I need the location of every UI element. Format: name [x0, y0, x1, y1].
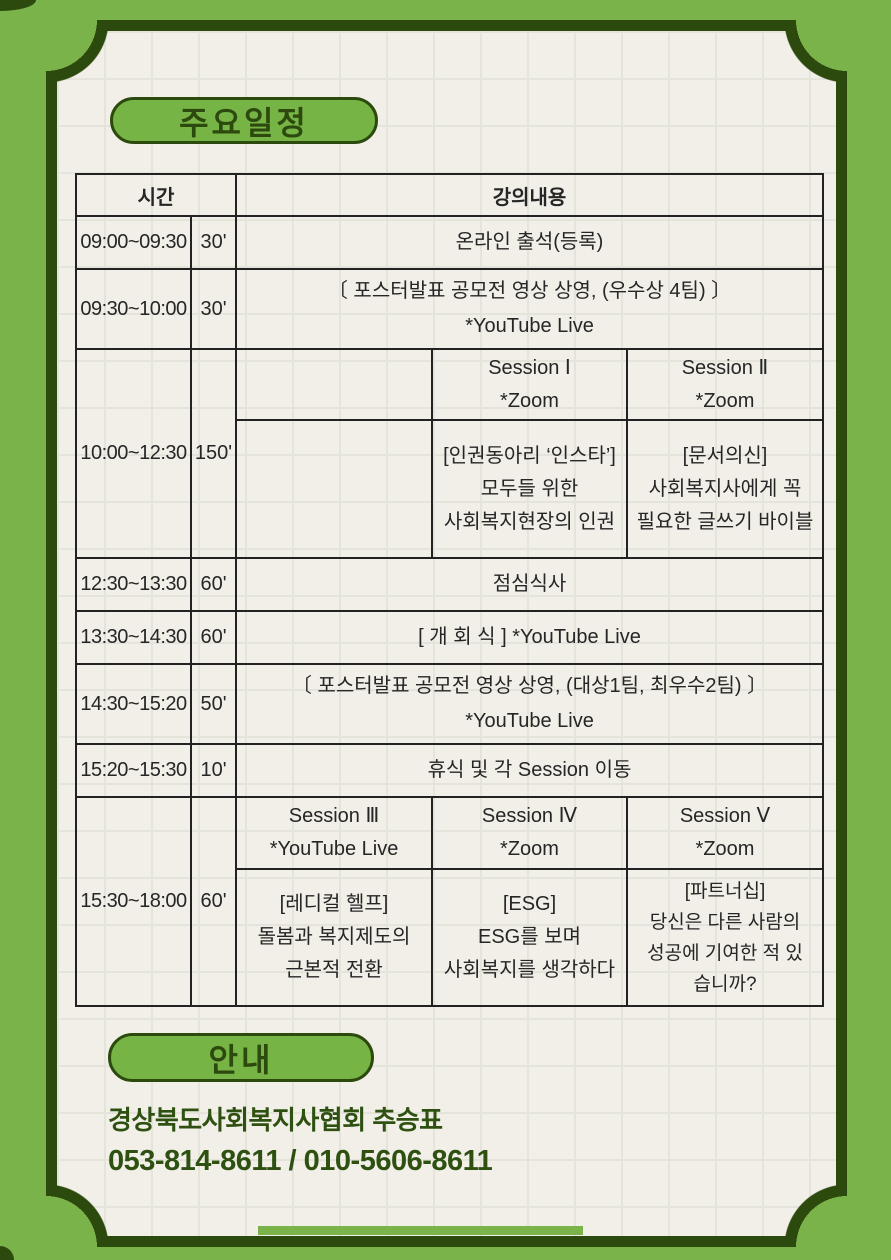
content-cell: 점심식사 [234, 557, 825, 612]
session-description-line: 필요한 글쓰기 바이블 [636, 510, 814, 533]
schedule-table: 시간 강의내용 09:00~09:30 30' 온라인 출석(등록) 09:30… [75, 173, 825, 1007]
session-4-description-cell: [ESG] ESG를 보며 사회복지를 생각하다 [431, 868, 628, 1007]
content-line: 〔 포스터발표 공모전 영상 상영, (우수상 4팀) 〕 [327, 280, 732, 302]
schedule-badge-label: 주요일정 [179, 104, 309, 141]
session-name: Session Ⅰ [488, 356, 571, 379]
session-name: Session Ⅲ [288, 805, 380, 827]
time-cell: 15:30~18:00 [75, 796, 192, 1007]
session-description-line: [인권동아리 ‘인스타’] [443, 444, 616, 467]
session-2-description-cell: [문서의신] 사회복지사에게 꼭 필요한 글쓰기 바이블 [625, 419, 825, 559]
session-platform: *Zoom [500, 389, 559, 412]
footer-organization-contact: 경상북도사회복지사협회 추승표 [108, 1105, 443, 1135]
session-description-line: [문서의신] [682, 444, 768, 467]
duration-cell: 60' [190, 610, 237, 665]
table-row: 12:30~13:30 60' 점심식사 [75, 557, 825, 612]
table-row: 14:30~15:20 50' 〔 포스터발표 공모전 영상 상영, (대상1팀… [75, 663, 825, 745]
session-2-header-cell: Session Ⅱ *Zoom [625, 348, 825, 421]
info-badge-label: 안내 [208, 1041, 274, 1078]
content-line: 온라인 출석(등록) [455, 231, 604, 253]
session-description-line: [ESG] [502, 893, 557, 915]
session-description-line: 사회복지현장의 인권 [443, 510, 616, 533]
canvas-corner-accent-top-left [0, 0, 36, 11]
session-platform: *Zoom [500, 838, 559, 860]
table-row-sessions-3-4-5-header: 15:30~18:00 60' Session Ⅲ *YouTube Live … [75, 796, 825, 1007]
duration-cell: 30' [190, 268, 237, 350]
time-cell: 12:30~13:30 [75, 557, 192, 612]
content-line: 휴식 및 각 Session 이동 [427, 759, 632, 781]
session-1-description-cell: [인권동아리 ‘인스타’] 모두들 위한 사회복지현장의 인권 [431, 419, 628, 559]
frame-corner-scoop-bottom-left [46, 1175, 118, 1247]
session-platform: *Zoom [695, 389, 755, 412]
footer-phone-numbers: 053-814-8611 / 010-5606-8611 [108, 1145, 493, 1177]
empty-cell [235, 419, 433, 559]
session-description-line: 성공에 기여한 적 있 [647, 942, 803, 964]
session-description-line: 근본적 전환 [285, 959, 383, 981]
session-1-header-cell: Session Ⅰ *Zoom [431, 348, 628, 421]
session-5-description-cell: [파트너십] 당신은 다른 사람의 성공에 기여한 적 있 습니까? [625, 868, 825, 1007]
time-cell: 09:00~09:30 [75, 215, 192, 270]
time-cell: 10:00~12:30 [75, 348, 192, 559]
duration-cell: 150' [190, 348, 237, 559]
session-description-line: [레디컬 헬프] [279, 893, 389, 915]
duration-cell: 50' [190, 663, 237, 745]
time-cell: 13:30~14:30 [75, 610, 192, 665]
frame-corner-scoop-bottom-right [775, 1175, 847, 1247]
table-header-row: 시간 강의내용 [75, 173, 825, 217]
content-cell: 〔 포스터발표 공모전 영상 상영, (우수상 4팀) 〕 *YouTube L… [234, 268, 825, 350]
session-5-header-cell: Session Ⅴ *Zoom [625, 796, 825, 870]
content-line: *YouTube Live [465, 315, 594, 337]
frame-corner-scoop-top-left [46, 20, 118, 92]
duration-cell: 60' [190, 796, 237, 1007]
session-description-line: 돌봄과 복지제도의 [257, 926, 411, 948]
session-description-line: 사회복지사에게 꼭 [648, 477, 802, 500]
table-row-sessions-1-2-header: 10:00~12:30 150' Session Ⅰ *Zoom Session… [75, 348, 825, 559]
table-row-sessions-3-4-5-body: [레디컬 헬프] 돌봄과 복지제도의 근본적 전환 [ESG] ESG를 보며 … [76, 868, 825, 1007]
session-platform: *Zoom [695, 838, 755, 860]
schedule-section-badge: 주요일정 [110, 97, 378, 144]
time-cell: 15:20~15:30 [75, 743, 192, 798]
content-line: 〔 포스터발표 공모전 영상 상영, (대상1팀, 최우수2팀) 〕 [291, 675, 768, 697]
header-content: 강의내용 [234, 173, 825, 217]
content-cell: 온라인 출석(등록) [234, 215, 825, 270]
duration-cell: 60' [190, 557, 237, 612]
duration-cell: 10' [190, 743, 237, 798]
content-cell: 휴식 및 각 Session 이동 [234, 743, 825, 798]
empty-cell [235, 348, 433, 421]
time-cell: 09:30~10:00 [75, 268, 192, 350]
content-line: *YouTube Live [465, 710, 594, 732]
header-time: 시간 [75, 173, 237, 217]
session-platform: *YouTube Live [269, 838, 399, 860]
bottom-green-tab [258, 1226, 583, 1235]
session-description-line: [파트너십] [684, 880, 766, 902]
table-row: 13:30~14:30 60' [ 개 회 식 ] *YouTube Live [75, 610, 825, 665]
session-3-header-cell: Session Ⅲ *YouTube Live [235, 796, 433, 870]
session-name: Session Ⅳ [481, 805, 578, 827]
content-line: [ 개 회 식 ] *YouTube Live [418, 626, 641, 648]
content-cell: 〔 포스터발표 공모전 영상 상영, (대상1팀, 최우수2팀) 〕 *YouT… [234, 663, 825, 745]
session-description-line: 모두들 위한 [480, 477, 579, 500]
session-3-description-cell: [레디컬 헬프] 돌봄과 복지제도의 근본적 전환 [235, 868, 433, 1007]
duration-cell: 30' [190, 215, 237, 270]
session-description-line: 당신은 다른 사람의 [649, 911, 801, 933]
content-line: 점심식사 [492, 573, 567, 595]
content-cell: [ 개 회 식 ] *YouTube Live [234, 610, 825, 665]
session-4-header-cell: Session Ⅳ *Zoom [431, 796, 628, 870]
table-row-sessions-1-2-body: [인권동아리 ‘인스타’] 모두들 위한 사회복지현장의 인권 [문서의신] 사… [76, 419, 825, 559]
session-name: Session Ⅱ [681, 356, 769, 379]
frame-corner-scoop-top-right [775, 20, 847, 92]
table-row: 09:00~09:30 30' 온라인 출석(등록) [75, 215, 825, 270]
info-section-badge: 안내 [108, 1033, 374, 1082]
session-name: Session Ⅴ [679, 805, 771, 827]
session-description-line: 사회복지를 생각하다 [443, 959, 616, 981]
session-description-line: 습니까? [693, 973, 757, 995]
table-row: 09:30~10:00 30' 〔 포스터발표 공모전 영상 상영, (우수상 … [75, 268, 825, 350]
time-cell: 14:30~15:20 [75, 663, 192, 745]
session-description-line: ESG를 보며 [478, 926, 581, 948]
table-row: 15:20~15:30 10' 휴식 및 각 Session 이동 [75, 743, 825, 798]
canvas-corner-accent-bottom-left [0, 1246, 14, 1260]
